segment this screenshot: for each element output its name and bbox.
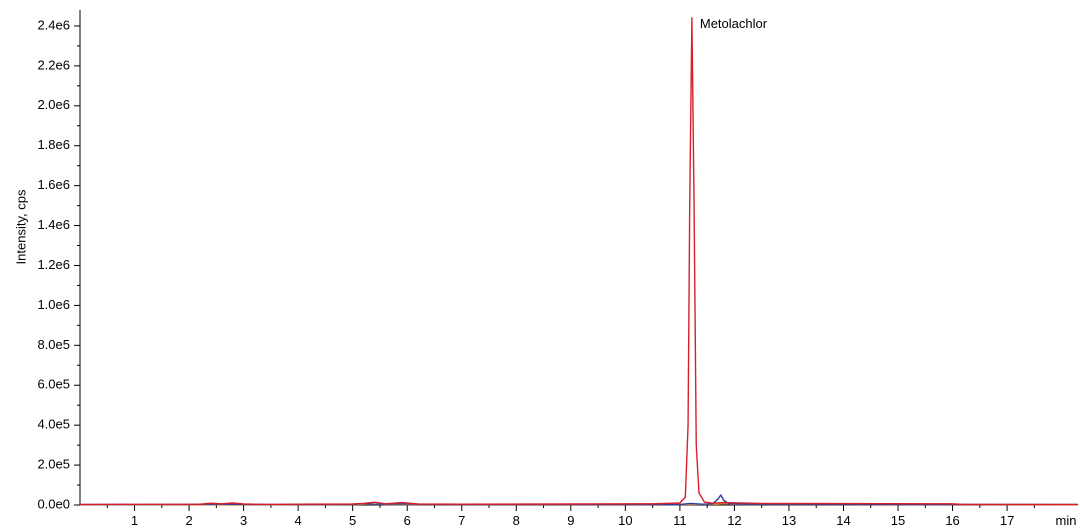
x-axis-title: min [1056, 513, 1077, 528]
x-tick-label: 11 [673, 513, 687, 528]
x-tick-label: 8 [513, 513, 520, 528]
y-tick-label: 2.0e5 [37, 457, 70, 472]
x-tick-label: 1 [131, 513, 138, 528]
y-axis-title: Intensity, cps [13, 189, 28, 264]
y-tick-label: 1.6e6 [37, 177, 70, 192]
y-tick-label: 8.0e5 [37, 337, 70, 352]
x-tick-label: 16 [945, 513, 959, 528]
y-tick-label: 1.8e6 [37, 137, 70, 152]
x-tick-label: 7 [458, 513, 465, 528]
y-tick-label: 0.0e0 [37, 496, 70, 511]
x-tick-label: 5 [349, 513, 356, 528]
x-tick-label: 15 [891, 513, 905, 528]
x-tick-label: 4 [295, 513, 302, 528]
series-line [79, 17, 1079, 506]
x-tick-label: 9 [567, 513, 574, 528]
x-axis-ticks: 1 2 3 4 5 6 7 8 9 10 11 12 13 14 15 16 17 [106, 505, 1035, 528]
annotations-group: Metolachlor [700, 16, 768, 31]
x-tick-label: 6 [404, 513, 411, 528]
y-tick-label: 4.0e5 [37, 417, 70, 432]
y-tick-label: 2.4e6 [37, 17, 70, 32]
x-tick-label: 13 [782, 513, 796, 528]
y-tick-label: 2.0e6 [37, 97, 70, 112]
x-tick-label: 2 [185, 513, 192, 528]
y-axis-ticks: 0.0e0 2.0e5 4.0e5 6.0e5 8.0e5 1.0e6 1.2e6 1.4e6… [37, 17, 80, 511]
y-tick-label: 1.0e6 [37, 297, 70, 312]
x-tick-label: 12 [727, 513, 741, 528]
y-tick-label: 1.2e6 [37, 257, 70, 272]
x-tick-label: 3 [240, 513, 247, 528]
x-tick-label: 14 [836, 513, 850, 528]
y-tick-label: 2.2e6 [37, 57, 70, 72]
y-tick-label: 6.0e5 [37, 377, 70, 392]
y-tick-label: 1.4e6 [37, 217, 70, 232]
x-tick-label: 17 [1000, 513, 1014, 528]
x-tick-label: 10 [618, 513, 632, 528]
series-group [79, 17, 1079, 506]
peak-annotation: Metolachlor [700, 16, 768, 31]
